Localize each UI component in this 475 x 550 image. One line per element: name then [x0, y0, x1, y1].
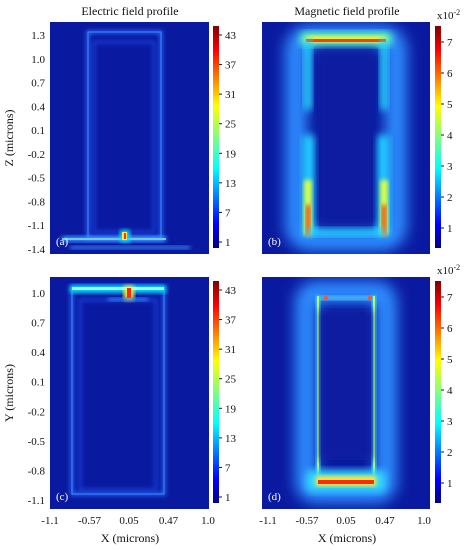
x-tick-label: -0.57: [296, 515, 319, 527]
colorbar-tick-label: 2: [447, 447, 453, 459]
x-tick-label: 1.0: [417, 515, 431, 527]
colorbar-tick-label: 19: [225, 148, 237, 160]
colorbar-tick-label: 43: [225, 30, 237, 42]
colorbar-tick-label: 43: [225, 285, 237, 297]
y-tick-label: -0.8: [28, 465, 46, 477]
colorbar-d-gradient: [435, 281, 441, 503]
x-tick-label: 0.05: [119, 515, 139, 527]
y-tick-label: -0.2: [28, 149, 45, 161]
panel-a-background: [50, 22, 209, 254]
colorbar-tick-label: 2: [447, 192, 453, 204]
x-tick-label: -1.1: [259, 515, 276, 527]
panel-d-label: (d): [268, 491, 281, 503]
colorbar-tick-label: 1: [225, 492, 231, 504]
panel-b: (b): [262, 22, 430, 254]
panel-d-xticks: -1.1 -0.57 0.05 0.47 1.0: [259, 515, 431, 527]
panel-c-label: (c): [56, 491, 69, 503]
colorbar-tick-label: 13: [225, 178, 237, 190]
x-tick-label: -1.1: [41, 515, 58, 527]
colorbar-tick-label: 4: [447, 130, 453, 142]
title-magnetic: Magnetic field profile: [294, 4, 399, 18]
panel-c-yticks: 1.0 0.7 0.4 0.1 -0.2 -0.5 -0.8 -1.1: [28, 288, 46, 507]
colorbar-c-gradient: [213, 281, 219, 503]
panel-c-xticks: -1.1 -0.57 0.05 0.47 1.0: [41, 515, 215, 527]
y-tick-label: 1.3: [31, 30, 45, 42]
panel-a-label: (a): [56, 236, 69, 248]
panel-c-xlabel: X (microns): [101, 531, 159, 545]
y-tick-label: -0.5: [28, 173, 46, 185]
colorbar-d: 7 6 5 4 3 2 1 x10-2: [435, 263, 460, 503]
title-electric: Electric field profile: [81, 4, 178, 18]
colorbar-d-exponent: x10-2: [437, 263, 460, 277]
y-tick-label: -0.8: [28, 196, 46, 208]
colorbar-tick-label: 1: [447, 223, 453, 235]
panel-c-field: [70, 285, 166, 496]
y-tick-label: 0.4: [31, 347, 45, 359]
y-tick-label: 0.1: [31, 125, 45, 137]
colorbar-tick-label: 25: [225, 119, 237, 131]
y-tick-label: -1.1: [28, 495, 45, 507]
panel-b-label: (b): [268, 236, 281, 248]
y-tick-label: -1.1: [28, 220, 45, 232]
colorbar-tick-label: 7: [447, 37, 453, 49]
panel-c: (c) 1.0 0.7 0.4 0.1 -0.2 -0.5 -0.8 -1.1 -1.1 -0.…: [2, 277, 215, 545]
colorbar-a-gradient: [213, 26, 219, 248]
colorbar-tick-label: 31: [225, 89, 236, 101]
x-tick-label: 0.05: [336, 515, 356, 527]
panel-c-background: [50, 277, 209, 509]
y-tick-label: 0.7: [31, 318, 45, 330]
colorbar-tick-label: 4: [447, 385, 453, 397]
colorbar-tick-label: 31: [225, 344, 236, 356]
x-tick-label: 0.47: [375, 515, 395, 527]
colorbar-tick-label: 6: [447, 68, 453, 80]
colorbar-tick-label: 7: [447, 292, 453, 304]
colorbar-a: 43 37 31 25 19 13 7 1: [213, 26, 237, 249]
y-tick-label: 1.0: [31, 288, 45, 300]
y-tick-label: -0.5: [28, 436, 46, 448]
panel-d-field: [295, 281, 397, 503]
panel-a-ylabel: Z (microns): [2, 110, 16, 167]
y-tick-label: 0.7: [31, 78, 45, 90]
colorbar-tick-label: 7: [225, 462, 231, 474]
panel-d-xlabel: X (microns): [318, 531, 376, 545]
panel-a: (a) 1.31.00.70.40.1-0.2-0.5-0.8-1.1-1.4 …: [2, 22, 209, 256]
colorbar-c: 43 37 31 25 19 13 7 1: [213, 281, 237, 504]
colorbar-d-ticks: 7 6 5 4 3 2 1: [441, 292, 453, 490]
colorbar-tick-label: 19: [225, 403, 237, 415]
x-tick-label: -0.57: [78, 515, 101, 527]
colorbar-tick-label: 7: [225, 207, 231, 219]
x-tick-label: 1.0: [201, 515, 215, 527]
colorbar-b-ticks: 7 6 5 4 3 2 1: [441, 37, 453, 235]
panel-b-field: [285, 25, 407, 251]
colorbar-tick-label: 5: [447, 354, 453, 366]
y-tick-label: 0.4: [31, 101, 45, 113]
colorbar-tick-label: 3: [447, 416, 453, 428]
y-tick-label: -0.2: [28, 406, 45, 418]
y-tick-label: -1.4: [28, 244, 46, 256]
colorbar-tick-label: 13: [225, 433, 237, 445]
y-tick-label: 0.1: [31, 377, 45, 389]
colorbar-tick-label: 1: [225, 237, 231, 249]
colorbar-tick-label: 3: [447, 161, 453, 173]
colorbar-c-ticks: 43 37 31 25 19 13 7 1: [219, 285, 237, 504]
panel-d: (d) -1.1 -0.57 0.05 0.47 1.0 X (microns): [259, 277, 431, 545]
colorbar-b-exponent: x10-2: [437, 8, 460, 22]
x-tick-label: 0.47: [159, 515, 179, 527]
y-tick-label: 1.0: [31, 54, 45, 66]
panel-a-field: [62, 30, 190, 249]
colorbar-tick-label: 25: [225, 374, 237, 386]
colorbar-tick-label: 1: [447, 478, 453, 490]
colorbar-a-ticks: 43 37 31 25 19 13 7 1: [219, 30, 237, 249]
panel-a-yticks: 1.3 1.0 0.7 0.4 0.1 -0.2 -0.5 -0.8 -1.1 -1.4: [28, 30, 46, 256]
colorbar-b-gradient: [435, 26, 441, 248]
colorbar-tick-label: 37: [225, 60, 237, 72]
panel-c-ylabel: Y (microns): [2, 364, 16, 422]
colorbar-tick-label: 6: [447, 323, 453, 335]
colorbar-tick-label: 5: [447, 99, 453, 111]
colorbar-tick-label: 37: [225, 315, 237, 327]
colorbar-b: 7 6 5 4 3 2 1 x10-2: [435, 8, 460, 248]
